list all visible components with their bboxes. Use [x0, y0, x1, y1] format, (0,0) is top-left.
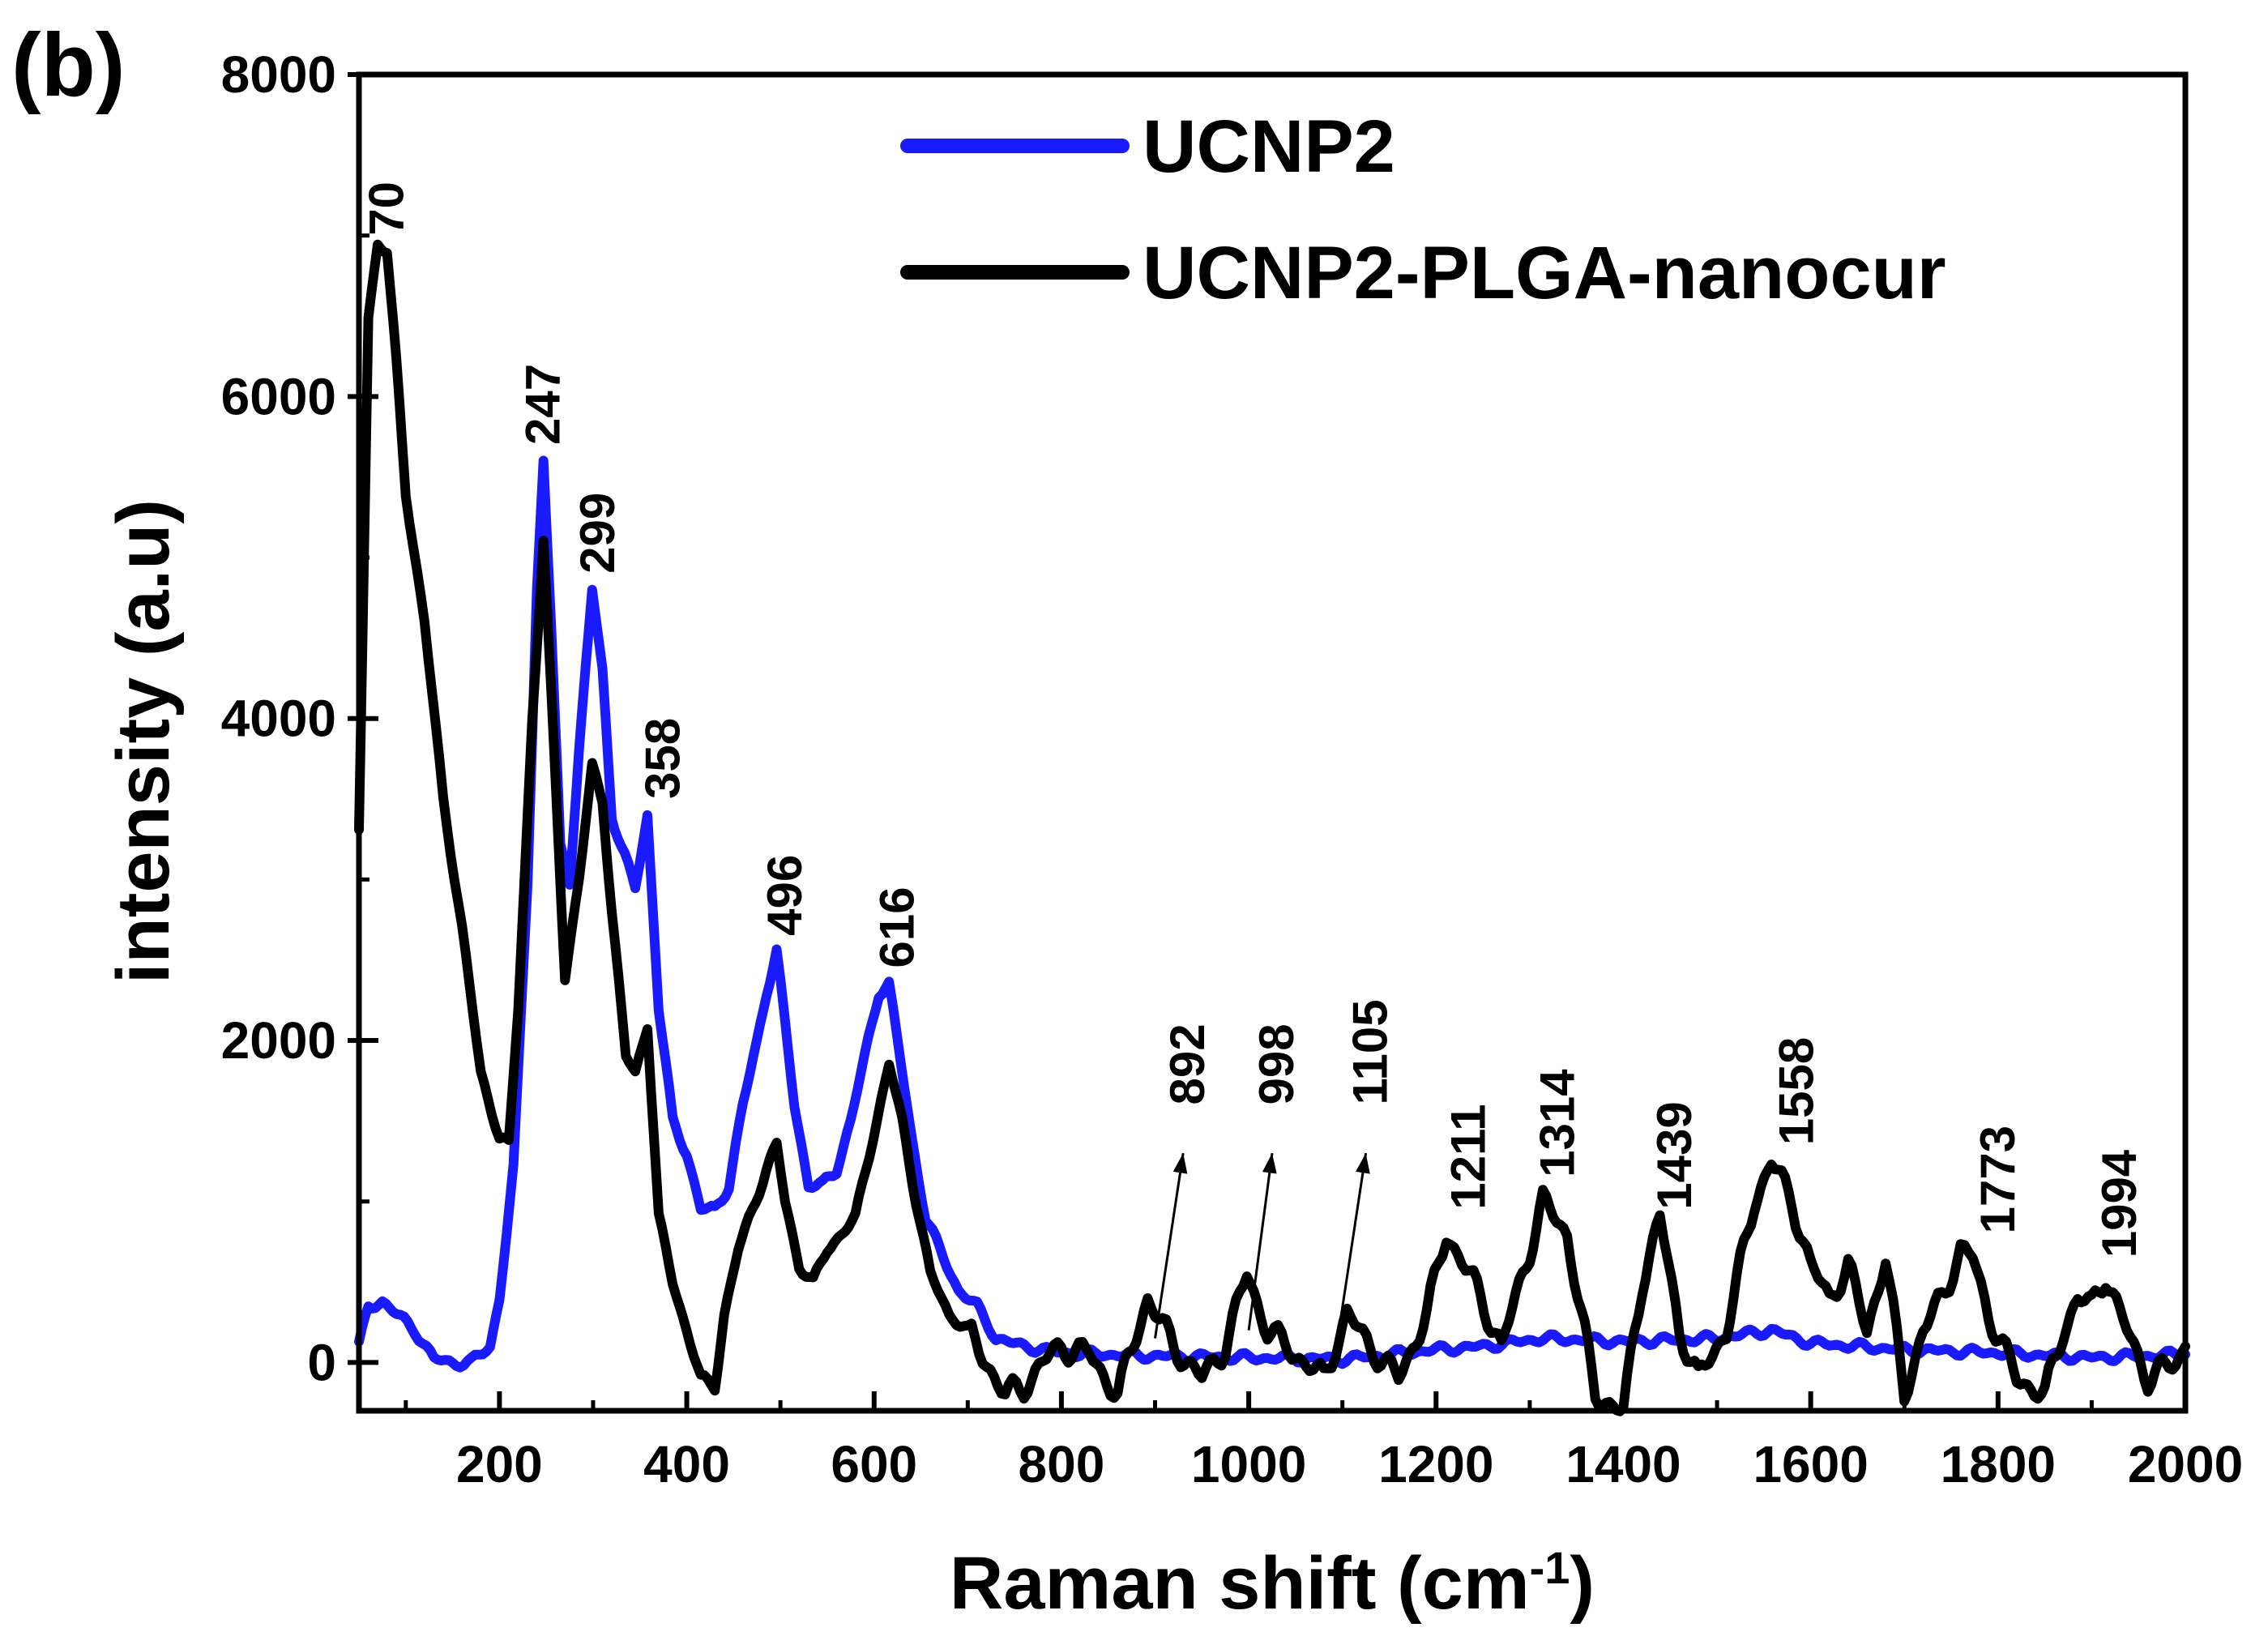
annotation-arrows [1154, 1152, 1370, 1339]
y-tick-label: 8000 [221, 45, 336, 104]
y-axis-title: intensity (a.u) [102, 499, 185, 984]
x-tick-labels: 200 400 600 800 1000 1200 1400 1600 1800 2000 [456, 1435, 2243, 1493]
peak-label-1994: 1994 [2092, 1149, 2146, 1258]
peak-label-616: 616 [870, 886, 925, 968]
x-axis-title: Raman shift (cm-1) [950, 1542, 1595, 1626]
x-tick-label: 400 [643, 1435, 730, 1493]
peak-label-1211: 1211 [1442, 1104, 1496, 1210]
annotation-arrow-head [1356, 1153, 1370, 1174]
peak-label-1105: 1105 [1343, 999, 1397, 1104]
peak-label-299: 299 [570, 493, 625, 574]
legend-label-ucnp2-plga-nanocur: UCNP2-PLGA-nanocur [1143, 232, 1946, 314]
annotation-arrow-line [1247, 1152, 1274, 1331]
legend: UCNP2 UCNP2-PLGA-nanocur [900, 105, 1946, 314]
series-line-ucnp2 [354, 455, 2190, 1373]
y-tick-label: 6000 [221, 367, 336, 425]
series-layer [354, 239, 2190, 1416]
peak-label-1558: 1558 [1769, 1037, 1823, 1145]
annotation-arrow-head [1172, 1153, 1188, 1174]
x-tick-label: 800 [1019, 1435, 1105, 1493]
x-axis-title-main: Raman shift (cm [950, 1542, 1530, 1625]
x-tick-label: 1400 [1565, 1435, 1681, 1493]
peak-label-1314: 1314 [1531, 1069, 1585, 1177]
y-tick-label: 2000 [221, 1011, 336, 1070]
x-tick-label: 1600 [1753, 1435, 1868, 1493]
peak-label-1439: 1439 [1647, 1101, 1702, 1209]
x-axis-title-superscript: -1 [1530, 1542, 1570, 1593]
annotation-arrow-line [1154, 1152, 1185, 1339]
peak-label-70: 70 [360, 182, 414, 236]
y-tick-label: 4000 [221, 690, 336, 748]
x-tick-label: 2000 [2128, 1435, 2243, 1493]
peak-label-358: 358 [636, 718, 690, 799]
annotation-arrow-head [1262, 1153, 1277, 1174]
peak-label-892: 892 [1160, 1023, 1215, 1104]
panel-label: (b) [11, 15, 125, 115]
x-tick-label: 1200 [1378, 1435, 1493, 1493]
x-tick-label: 600 [831, 1435, 917, 1493]
x-tick-label: 200 [456, 1435, 543, 1493]
peak-label-1773: 1773 [1971, 1126, 2025, 1233]
series-line-ucnp2-plga-nanocur [354, 239, 2190, 1416]
y-tick-label: 0 [307, 1333, 336, 1391]
peak-label-496: 496 [758, 855, 812, 936]
y-tick-labels: 0 2000 4000 6000 8000 [221, 45, 336, 1391]
x-tick-label: 1000 [1191, 1435, 1306, 1493]
plot-area-frame [356, 71, 2189, 1414]
peak-label-247: 247 [516, 364, 570, 445]
annotation-arrow-line [1336, 1152, 1368, 1339]
peak-label-998: 998 [1249, 1023, 1304, 1104]
legend-label-ucnp2: UCNP2 [1143, 105, 1395, 188]
x-tick-label: 1800 [1941, 1435, 2056, 1493]
x-axis-title-suffix: ) [1570, 1542, 1595, 1625]
